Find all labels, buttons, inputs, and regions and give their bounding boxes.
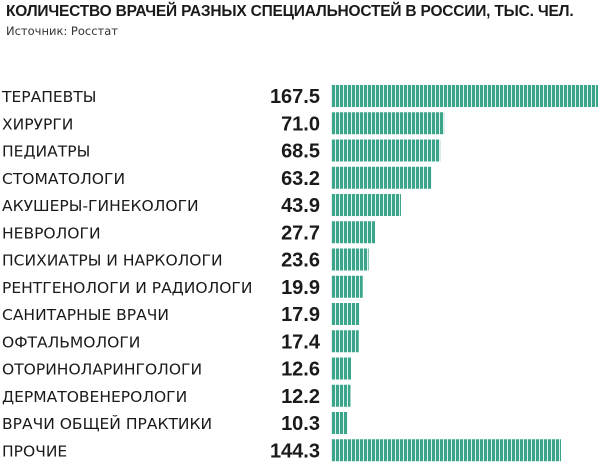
- bar: [331, 384, 351, 407]
- bar: [331, 248, 369, 271]
- value-label: 17.9: [281, 304, 320, 326]
- category-label: СТОМАТОЛОГИ: [2, 170, 125, 188]
- category-label: АКУШЕРЫ-ГИНЕКОЛОГИ: [2, 197, 199, 215]
- value-label: 43.9: [281, 195, 320, 217]
- category-label: ПРОЧИЕ: [2, 442, 67, 460]
- category-label: ДЕРМАТОВЕНЕРОЛОГИ: [2, 388, 187, 406]
- category-label: РЕНТГЕНОЛОГИ И РАДИОЛОГИ: [2, 279, 252, 297]
- category-label: ХИРУРГИ: [2, 115, 73, 133]
- value-label: 167.5: [270, 86, 320, 108]
- bar: [331, 357, 352, 380]
- bar: [331, 139, 441, 162]
- chart-title: КОЛИЧЕСТВО ВРАЧЕЙ РАЗНЫХ СПЕЦИАЛЬНОСТЕЙ …: [6, 3, 574, 20]
- bar-rows: ТЕРАПЕВТЫ 167.5 ХИРУРГИ 71.0 ПЕДИАТРЫ 68.5 СТО…: [1, 85, 598, 462]
- bar: [331, 412, 348, 434]
- category-label: ТЕРАПЕВТЫ: [1, 88, 96, 106]
- value-label: 10.3: [281, 413, 320, 435]
- category-label: САНИТАРНЫЕ ВРАЧИ: [2, 306, 169, 324]
- value-label: 71.0: [281, 113, 320, 135]
- value-label: 27.7: [281, 222, 320, 244]
- category-label: ПСИХИАТРЫ И НАРКОЛОГИ: [2, 252, 223, 270]
- bar: [331, 439, 562, 462]
- value-label: 12.2: [281, 386, 320, 408]
- bar: [331, 166, 432, 189]
- bar: [331, 194, 401, 216]
- bar: [331, 85, 598, 107]
- category-label: ПЕДИАТРЫ: [2, 143, 90, 161]
- category-label: ВРАЧИ ОБЩЕЙ ПРАКТИКИ: [2, 414, 212, 433]
- bar: [331, 275, 363, 298]
- category-label: ОТОРИНОЛАРИНГОЛОГИ: [2, 361, 202, 379]
- bar: [331, 221, 376, 244]
- value-label: 68.5: [281, 141, 320, 163]
- category-label: ОФТАЛЬМОЛОГИ: [2, 333, 140, 351]
- category-label: НЕВРОЛОГИ: [2, 224, 101, 242]
- value-label: 19.9: [281, 277, 320, 299]
- bar: [331, 303, 360, 325]
- value-label: 23.6: [281, 250, 320, 272]
- value-label: 12.6: [281, 359, 320, 381]
- bar: [331, 112, 445, 135]
- chart-source: Источник: Росстат: [6, 24, 118, 38]
- value-label: 63.2: [281, 168, 320, 190]
- value-label: 144.3: [270, 440, 320, 462]
- bar: [331, 330, 359, 353]
- value-label: 17.4: [281, 331, 321, 353]
